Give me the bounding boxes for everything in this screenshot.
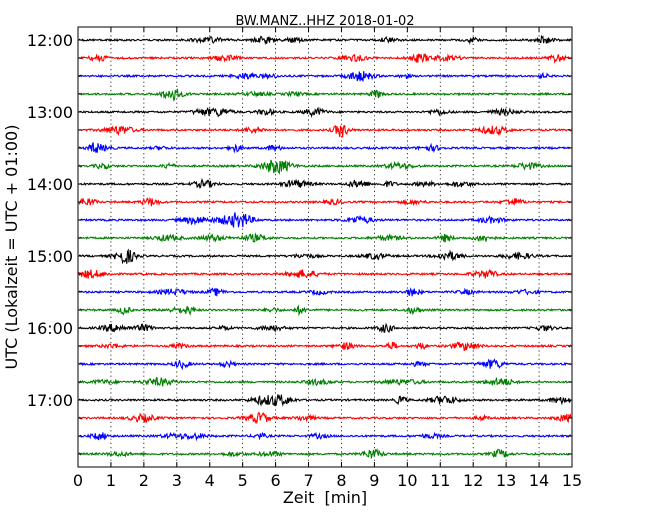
y-tick-label: 17:00 xyxy=(27,391,73,410)
y-tick-label: 13:00 xyxy=(27,103,73,122)
x-tick-label: 13 xyxy=(496,471,516,490)
trace-1530 xyxy=(78,287,572,297)
trace-1245 xyxy=(78,88,572,102)
y-axis-label: UTC (Lokalzeit = UTC + 01:00) xyxy=(2,125,21,370)
trace-1300 xyxy=(78,106,572,119)
y-tick-label: 15:00 xyxy=(27,247,73,266)
trace-1215 xyxy=(78,53,572,65)
trace-1630 xyxy=(78,358,572,371)
x-tick-label: 7 xyxy=(303,471,313,490)
trace-1415 xyxy=(78,196,572,207)
y-tick-label: 12:00 xyxy=(27,31,73,50)
x-tick-label: 3 xyxy=(172,471,182,490)
trace-1345 xyxy=(78,159,572,175)
trace-1500 xyxy=(78,248,572,265)
x-tick-label: 4 xyxy=(205,471,215,490)
x-tick-label: 0 xyxy=(73,471,83,490)
trace-1700 xyxy=(78,394,572,407)
y-tick-label: 16:00 xyxy=(27,319,73,338)
trace-1745 xyxy=(78,448,572,459)
x-axis-label: Zeit [min] xyxy=(283,488,367,507)
y-tick-label: 14:00 xyxy=(27,175,73,194)
plot-frame xyxy=(77,26,573,468)
trace-1645 xyxy=(78,376,572,387)
trace-1515 xyxy=(78,268,572,280)
x-tick-label: 12 xyxy=(463,471,483,490)
trace-1200 xyxy=(78,34,572,46)
trace-1430 xyxy=(78,212,572,229)
x-tick-label: 9 xyxy=(369,471,379,490)
y-axis-ticks: 12:00 13:00 14:00 15:00 16:00 17:00 xyxy=(27,31,572,455)
x-tick-label: 11 xyxy=(430,471,450,490)
x-tick-label: 5 xyxy=(238,471,248,490)
trace-1330 xyxy=(78,142,572,154)
chart-title: BW.MANZ..HHZ 2018-01-02 xyxy=(235,14,414,29)
x-tick-label: 10 xyxy=(397,471,417,490)
x-axis-ticks: 0 1 2 3 4 5 6 7 8 9 10 11 12 13 14 15 xyxy=(73,27,582,490)
trace-1400 xyxy=(78,178,572,189)
x-tick-label: 8 xyxy=(336,471,346,490)
trace-1730 xyxy=(78,431,572,442)
seismogram-traces xyxy=(78,34,572,459)
trace-1230 xyxy=(78,71,572,82)
trace-1715 xyxy=(78,411,572,425)
trace-1315 xyxy=(78,125,572,138)
x-tick-label: 1 xyxy=(106,471,116,490)
x-tick-label: 15 xyxy=(562,471,582,490)
x-tick-label: 6 xyxy=(271,471,281,490)
trace-1545 xyxy=(78,304,572,317)
trace-1615 xyxy=(78,341,572,352)
trace-1600 xyxy=(78,322,572,334)
x-tick-label: 2 xyxy=(139,471,149,490)
x-tick-label: 14 xyxy=(529,471,549,490)
trace-1445 xyxy=(78,232,572,243)
